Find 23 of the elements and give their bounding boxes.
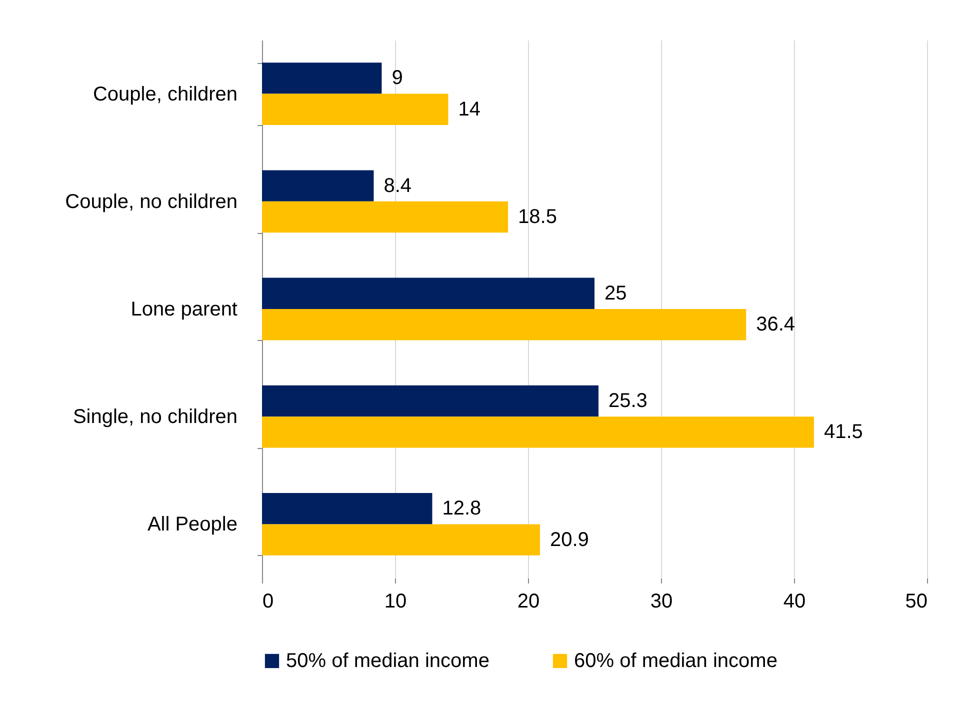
x-tick-label: 50 xyxy=(905,590,928,612)
data-label: 36.4 xyxy=(756,314,796,336)
data-label: 12.8 xyxy=(442,498,482,520)
x-tick-label: 10 xyxy=(384,590,407,612)
y-tick-label: All People xyxy=(147,514,238,536)
data-label: 25.3 xyxy=(608,390,648,412)
legend-label: 60% of median income xyxy=(574,650,778,672)
x-tick-label: 0 xyxy=(262,590,274,612)
x-tick-label: 40 xyxy=(783,590,806,612)
x-tick-label: 20 xyxy=(517,590,540,612)
y-tick-label: Couple, children xyxy=(92,83,238,106)
y-tick-label: Single, no children xyxy=(72,406,238,428)
data-label: 9 xyxy=(392,67,403,90)
x-tick-label: 30 xyxy=(650,590,673,612)
data-label: 14 xyxy=(458,98,480,120)
data-label: 8.4 xyxy=(384,174,412,197)
data-label: 25 xyxy=(604,282,627,304)
y-tick-label: Lone parent xyxy=(130,298,238,320)
data-label: 41.5 xyxy=(824,421,863,444)
data-label: 18.5 xyxy=(518,206,557,228)
legend-label: 50% of median income xyxy=(286,650,490,672)
data-label: 20.9 xyxy=(550,528,589,551)
y-tick-label: Couple, no children xyxy=(65,190,238,213)
